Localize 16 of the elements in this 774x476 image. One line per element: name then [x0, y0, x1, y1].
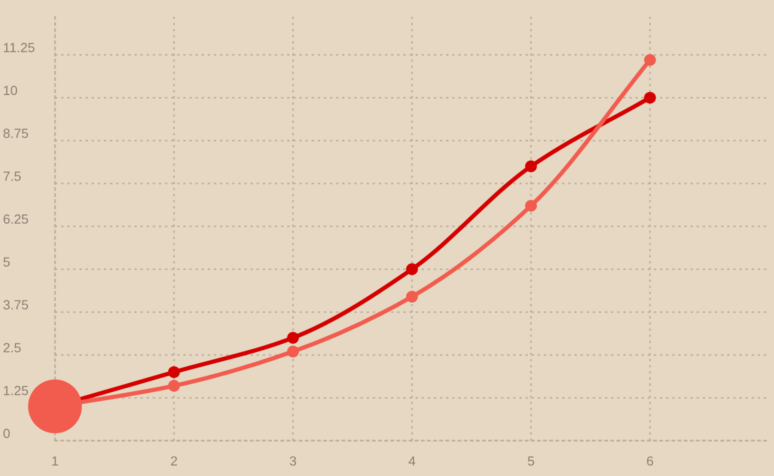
- x-tick-label: 5: [528, 456, 534, 466]
- y-tick-label: 11.25: [4, 42, 34, 52]
- y-tick-label: 6.25: [4, 214, 28, 224]
- y-tick-label: 8.75: [3, 128, 28, 138]
- x-tick-label: 1: [52, 456, 58, 466]
- x-tick-label: 2: [170, 456, 178, 466]
- y-tick-label: 10: [4, 86, 18, 96]
- x-tick-label: 6: [647, 456, 654, 466]
- y-tick-label: 5: [3, 257, 10, 267]
- x-tick-label: 4: [408, 456, 416, 466]
- y-tick-label: 7.5: [4, 172, 21, 181]
- x-tick-label: 3: [290, 456, 296, 466]
- y-tick-label: 2.5: [4, 343, 21, 352]
- y-tick-label: 1.25: [4, 386, 28, 396]
- y-tick-label: 0: [3, 428, 10, 438]
- y-tick-label: 3.75: [3, 300, 28, 310]
